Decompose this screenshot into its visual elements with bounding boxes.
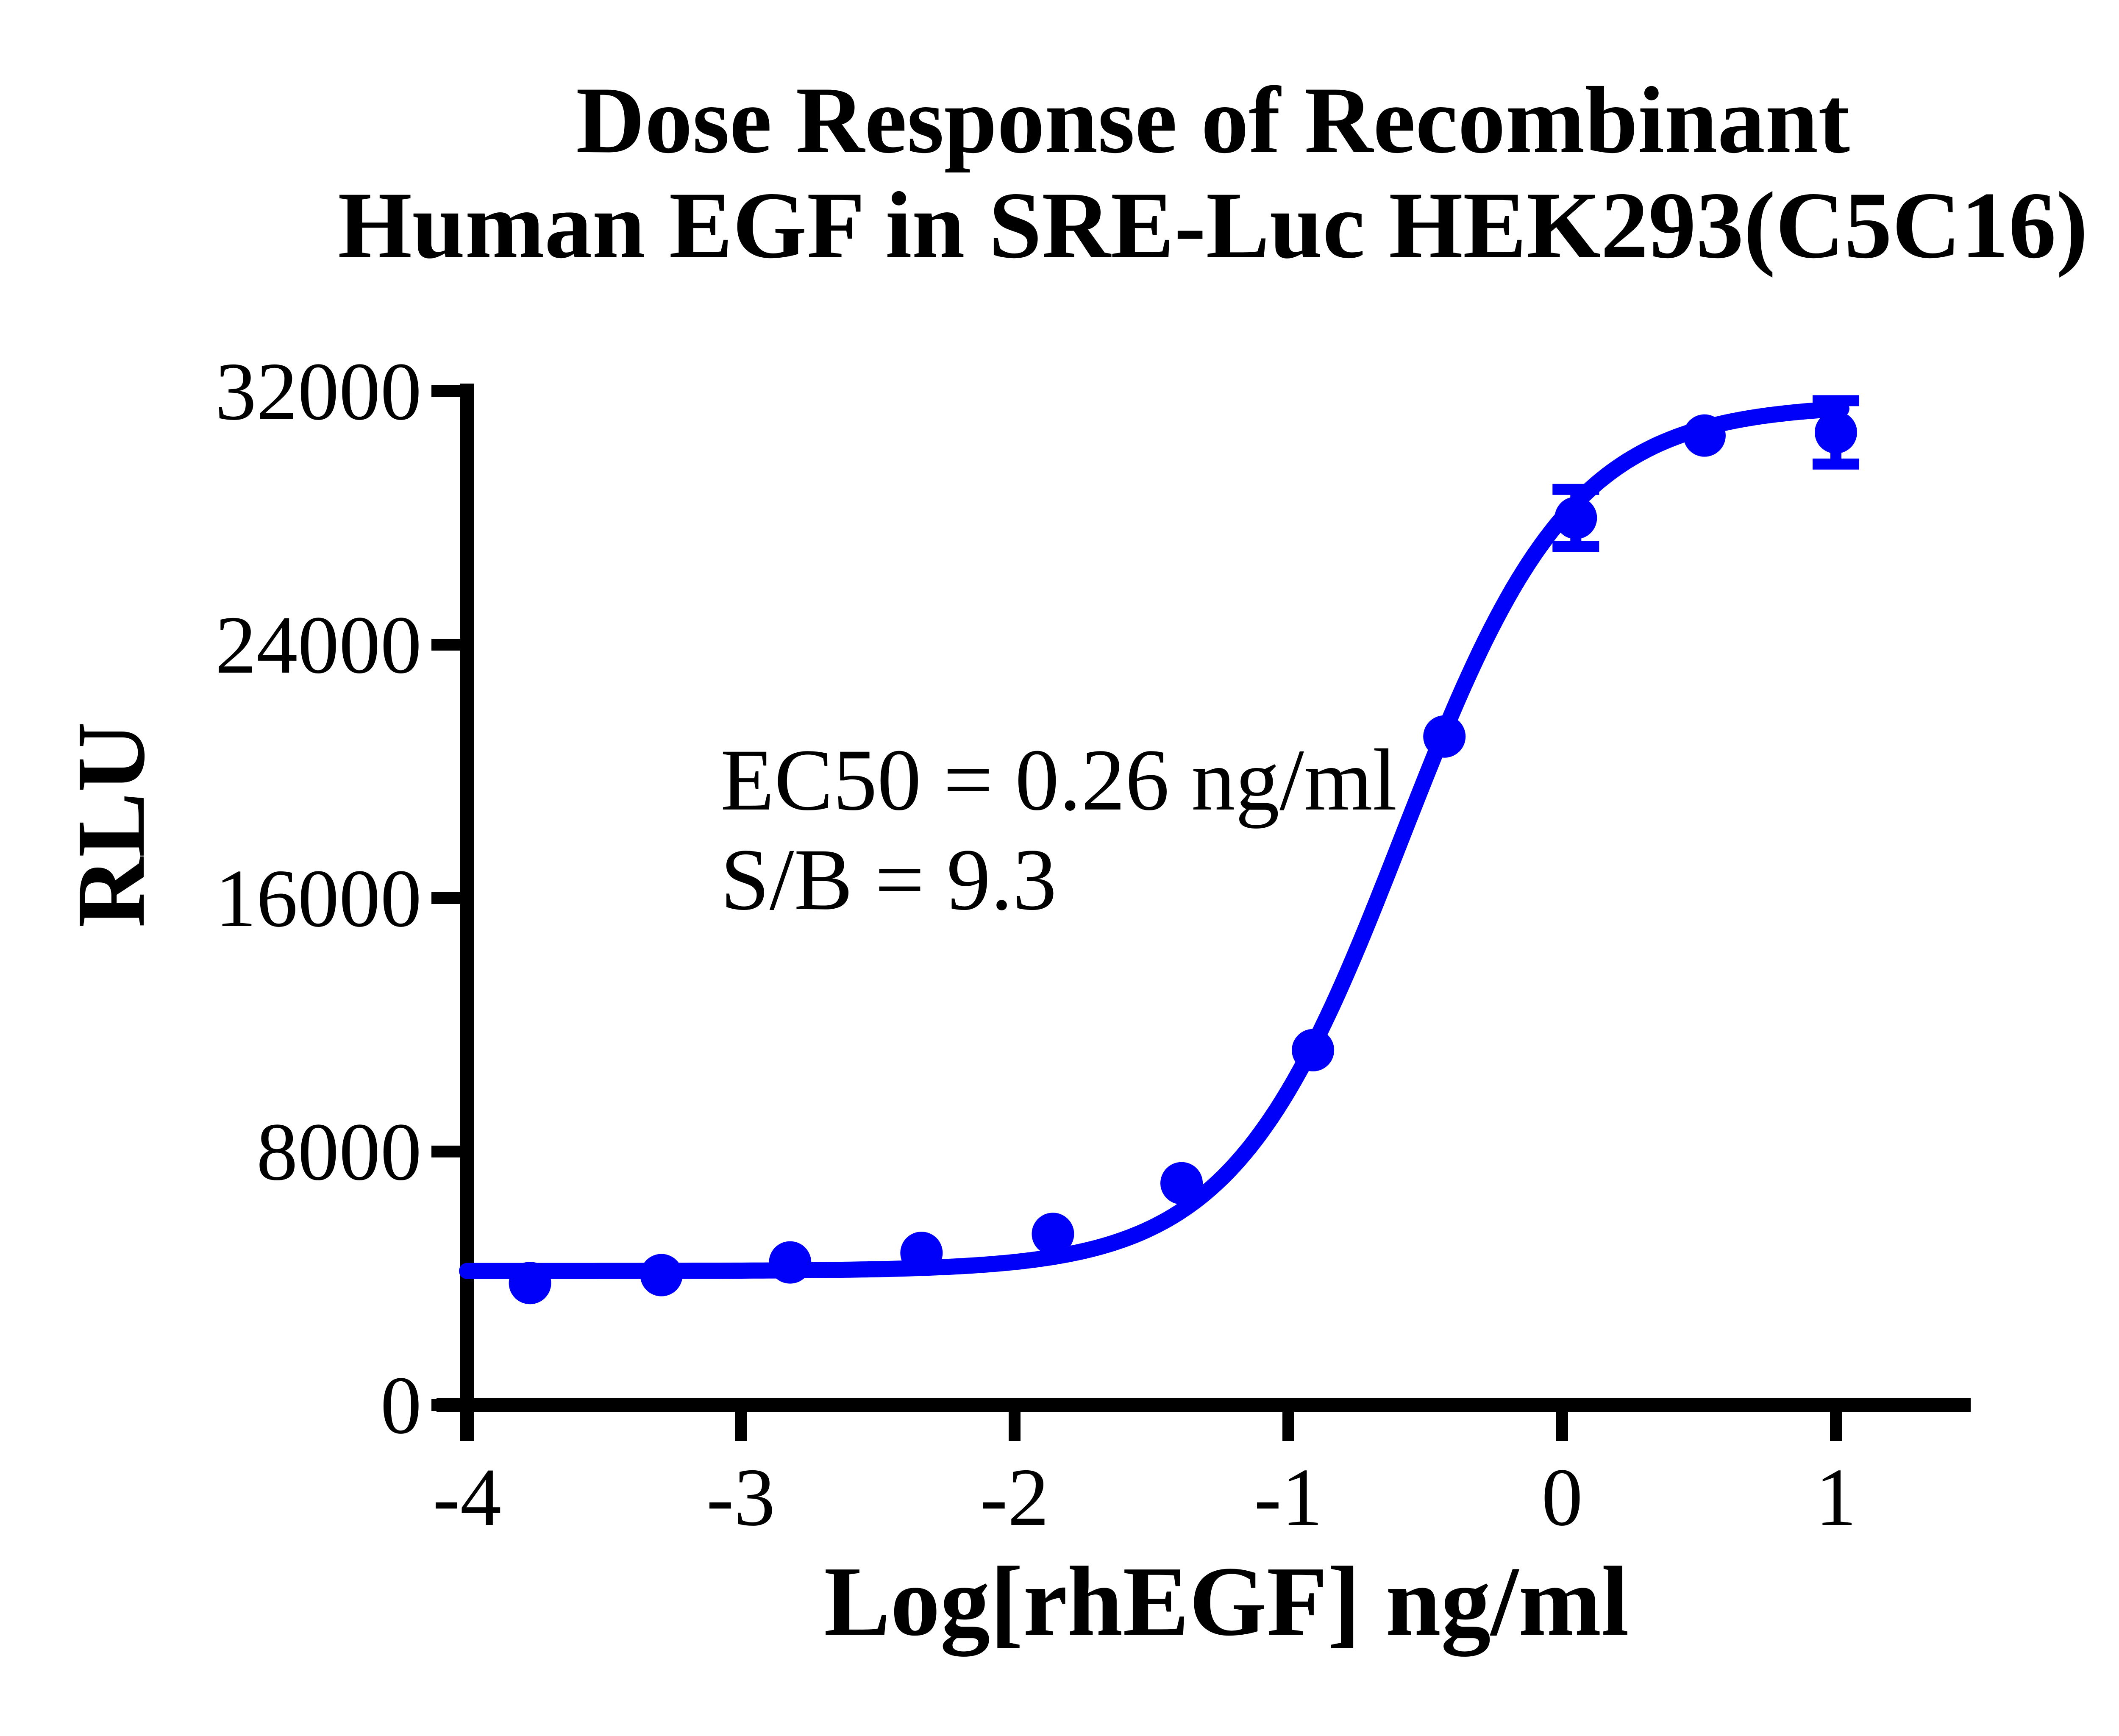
data-point bbox=[1815, 411, 1857, 454]
x-tick-label: -2 bbox=[980, 1452, 1049, 1543]
fit-curve-layer bbox=[459, 401, 1849, 1279]
y-tick-label: 8000 bbox=[256, 1106, 422, 1198]
data-point bbox=[1032, 1213, 1074, 1255]
x-tick-label: -1 bbox=[1254, 1452, 1323, 1543]
data-point bbox=[1423, 715, 1466, 758]
x-tick-label: -4 bbox=[433, 1452, 501, 1543]
axes-layer: 0 8000 16000 24000 32000 -4 -3 -2 -1 0 1 bbox=[215, 346, 1971, 1543]
y-tick-label: 0 bbox=[381, 1360, 422, 1451]
data-point bbox=[1683, 414, 1726, 457]
data-point bbox=[1292, 1029, 1335, 1071]
y-tick-label: 24000 bbox=[215, 599, 422, 691]
data-point bbox=[1554, 497, 1597, 539]
data-point bbox=[640, 1254, 683, 1296]
y-axis-title: RLU bbox=[57, 722, 165, 928]
x-tick-label: 0 bbox=[1541, 1452, 1583, 1543]
chart-title-line-2: Human EGF in SRE-Luc HEK293(C5C16) bbox=[338, 172, 2088, 278]
x-axis-title: Log[rhEGF] ng/ml bbox=[824, 1546, 1629, 1656]
ec50-annotation: EC50 = 0.26 ng/ml bbox=[720, 731, 1397, 829]
signal-to-background-annotation: S/B = 9.3 bbox=[720, 831, 1057, 928]
data-point bbox=[769, 1241, 812, 1284]
x-tick-label: 1 bbox=[1815, 1452, 1857, 1543]
y-tick-label: 32000 bbox=[215, 346, 422, 437]
x-tick-label: -3 bbox=[706, 1452, 775, 1543]
data-points-layer bbox=[509, 411, 1857, 1305]
y-tick-label: 16000 bbox=[215, 853, 422, 944]
data-point bbox=[900, 1232, 943, 1274]
chart-title-line-1: Dose Response of Recombinant bbox=[576, 67, 1850, 173]
data-point bbox=[509, 1262, 551, 1305]
data-point bbox=[1160, 1162, 1203, 1205]
dose-response-curve bbox=[459, 401, 1849, 1279]
